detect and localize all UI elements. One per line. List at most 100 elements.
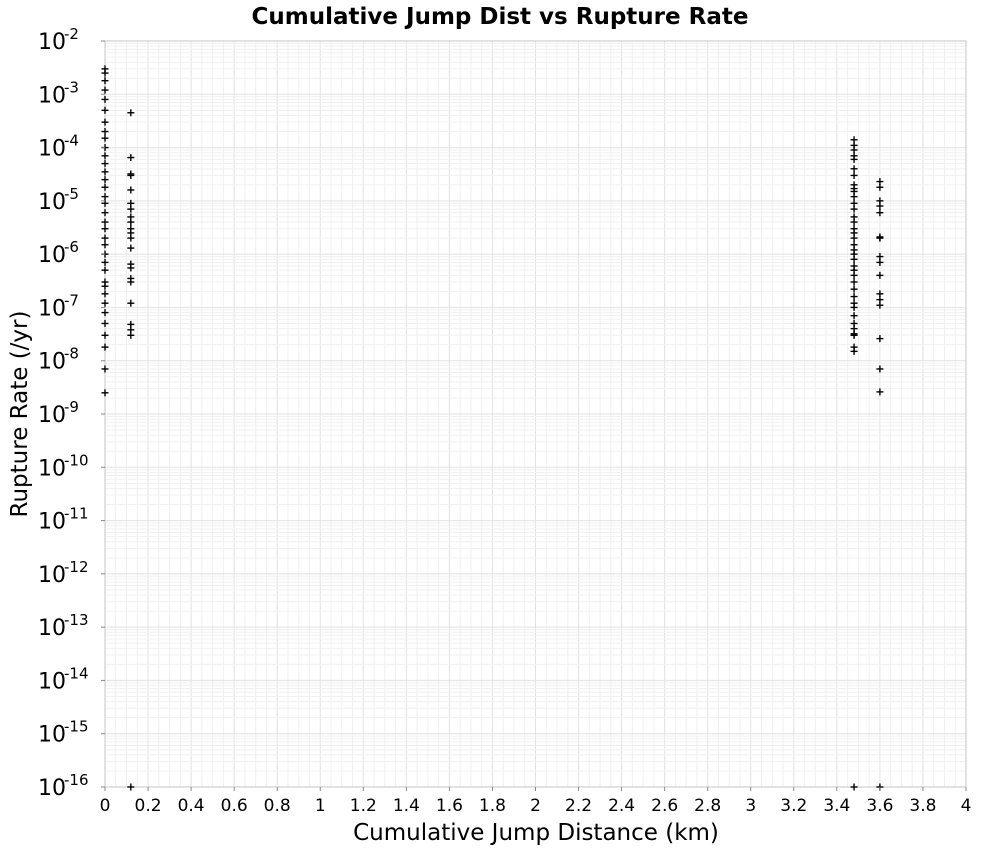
data-point bbox=[850, 205, 858, 213]
data-point bbox=[850, 171, 858, 179]
x-tick-label: 3.6 bbox=[866, 796, 893, 816]
data-point bbox=[101, 77, 109, 85]
y-tick-exponent: -2 bbox=[64, 25, 79, 43]
y-tick-exponent: -14 bbox=[64, 664, 89, 682]
data-point bbox=[101, 95, 109, 103]
data-point bbox=[127, 299, 135, 307]
data-point bbox=[101, 86, 109, 94]
data-point bbox=[101, 331, 109, 339]
y-tick-label: 10 bbox=[38, 669, 66, 694]
x-tick-label: 2.4 bbox=[608, 796, 635, 816]
x-tick-label: 2.8 bbox=[694, 796, 721, 816]
y-tick-exponent: -7 bbox=[64, 291, 79, 309]
data-point bbox=[101, 225, 109, 233]
data-point bbox=[101, 69, 109, 77]
x-axis-ticks: 0 0.2 0.4 0.6 0.8 1 1.2 1.4 1.6 1.8 2 2.2 2.4 2.6 2.8 3… bbox=[100, 787, 972, 816]
data-point bbox=[101, 106, 109, 114]
x-tick-label: 1.2 bbox=[350, 796, 377, 816]
x-tick-label: 2.6 bbox=[651, 796, 678, 816]
data-point bbox=[876, 365, 884, 373]
data-point bbox=[101, 343, 109, 351]
y-tick-label: 10 bbox=[38, 190, 66, 215]
data-point bbox=[127, 331, 135, 339]
y-tick-label: 10 bbox=[38, 137, 66, 162]
data-point bbox=[876, 301, 884, 309]
y-tick-label: 10 bbox=[38, 616, 66, 641]
data-point bbox=[876, 234, 884, 242]
data-point bbox=[850, 293, 858, 301]
data-point bbox=[850, 234, 858, 242]
x-tick-label: 0.2 bbox=[135, 796, 162, 816]
data-point bbox=[127, 109, 135, 117]
x-tick-label: 1.4 bbox=[393, 796, 420, 816]
data-point bbox=[101, 309, 109, 317]
data-point bbox=[101, 218, 109, 226]
y-tick-exponent: -8 bbox=[64, 345, 79, 363]
data-point bbox=[101, 234, 109, 242]
y-tick-exponent: -4 bbox=[64, 132, 79, 150]
data-point bbox=[850, 193, 858, 201]
data-point bbox=[850, 255, 858, 263]
x-tick-label: 0.8 bbox=[264, 796, 291, 816]
data-point bbox=[876, 335, 884, 343]
data-point bbox=[127, 218, 135, 226]
data-point bbox=[101, 193, 109, 201]
data-point bbox=[850, 347, 858, 355]
data-point bbox=[101, 241, 109, 249]
y-axis-label: Rupture Rate (/yr) bbox=[7, 311, 33, 518]
x-tick-label: 4 bbox=[961, 796, 972, 816]
data-point bbox=[850, 285, 858, 293]
x-tick-label: 0.4 bbox=[178, 796, 205, 816]
x-tick-label: 0 bbox=[100, 796, 111, 816]
y-tick-label: 10 bbox=[38, 403, 66, 428]
x-tick-label: 3.8 bbox=[909, 796, 936, 816]
y-tick-exponent: -6 bbox=[64, 238, 79, 256]
data-point bbox=[101, 389, 109, 397]
data-point bbox=[101, 209, 109, 217]
y-tick-exponent: -10 bbox=[64, 451, 89, 469]
data-point bbox=[850, 331, 858, 339]
data-point bbox=[850, 271, 858, 279]
data-point bbox=[101, 176, 109, 184]
data-point bbox=[101, 134, 109, 142]
chart-title: Cumulative Jump Dist vs Rupture Rate bbox=[252, 4, 749, 30]
data-point bbox=[101, 299, 109, 307]
y-tick-exponent: -5 bbox=[64, 185, 79, 203]
x-tick-label: 0.6 bbox=[221, 796, 248, 816]
y-tick-label: 10 bbox=[38, 243, 66, 268]
x-axis-label: Cumulative Jump Distance (km) bbox=[353, 820, 719, 846]
y-tick-label: 10 bbox=[38, 30, 66, 55]
data-point bbox=[127, 783, 135, 791]
y-tick-label: 10 bbox=[38, 83, 66, 108]
data-point bbox=[850, 278, 858, 286]
data-point bbox=[101, 118, 109, 126]
y-tick-exponent: -15 bbox=[64, 718, 89, 736]
data-point bbox=[850, 312, 858, 320]
y-tick-label: 10 bbox=[38, 723, 66, 748]
data-point bbox=[101, 160, 109, 168]
data-point bbox=[876, 183, 884, 191]
x-tick-label: 1.8 bbox=[479, 796, 506, 816]
x-tick-label: 1.6 bbox=[436, 796, 463, 816]
data-point bbox=[101, 290, 109, 298]
data-point bbox=[876, 388, 884, 396]
data-point bbox=[127, 171, 135, 179]
data-point bbox=[876, 271, 884, 279]
data-point bbox=[101, 282, 109, 290]
y-tick-label: 10 bbox=[38, 350, 66, 375]
data-point bbox=[850, 783, 858, 791]
data-point bbox=[876, 258, 884, 266]
y-tick-exponent: -9 bbox=[64, 398, 79, 416]
y-tick-exponent: -12 bbox=[64, 558, 89, 576]
data-point bbox=[127, 154, 135, 162]
y-tick-label: 10 bbox=[38, 510, 66, 535]
data-point bbox=[127, 264, 135, 272]
x-tick-label: 2.2 bbox=[565, 796, 592, 816]
grid bbox=[104, 41, 967, 788]
data-point bbox=[876, 202, 884, 210]
data-point bbox=[850, 155, 858, 163]
y-axis-ticks: 10-210-310-410-510-610-710-810-910-1010-… bbox=[38, 25, 105, 801]
y-tick-label: 10 bbox=[38, 296, 66, 321]
y-tick-exponent: -11 bbox=[64, 505, 89, 523]
